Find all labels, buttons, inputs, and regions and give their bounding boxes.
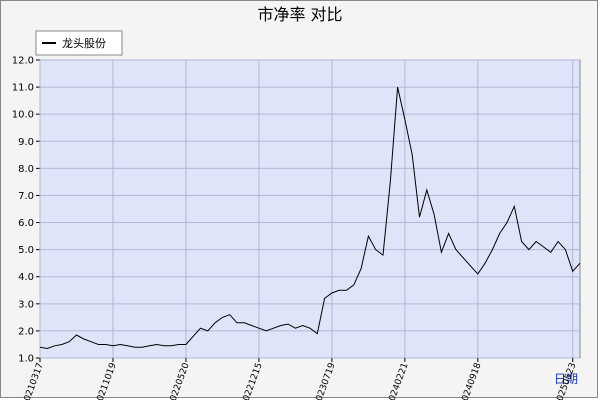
- x-axis-label: 日期: [554, 372, 578, 386]
- y-tick-label: 11.0: [12, 83, 34, 94]
- line-series: [39, 86, 581, 350]
- chart-title: 市净率 对比: [257, 5, 342, 24]
- y-tick-label: 1.0: [18, 354, 34, 365]
- y-tick-label: 8.0: [18, 164, 34, 175]
- y-tick-label: 12.0: [12, 56, 34, 67]
- plot-area: [39, 59, 581, 359]
- y-tick-label: 6.0: [18, 218, 34, 229]
- y-tick-label: 9.0: [18, 137, 34, 148]
- y-tick-label: 3.0: [18, 299, 34, 310]
- legend-label: 龙头股份: [62, 37, 106, 50]
- y-tick-label: 5.0: [18, 245, 34, 256]
- y-tick-label: 2.0: [18, 326, 34, 337]
- y-tick-label: 10.0: [12, 110, 34, 121]
- y-tick-label: 4.0: [18, 272, 34, 283]
- y-tick-label: 7.0: [18, 191, 34, 202]
